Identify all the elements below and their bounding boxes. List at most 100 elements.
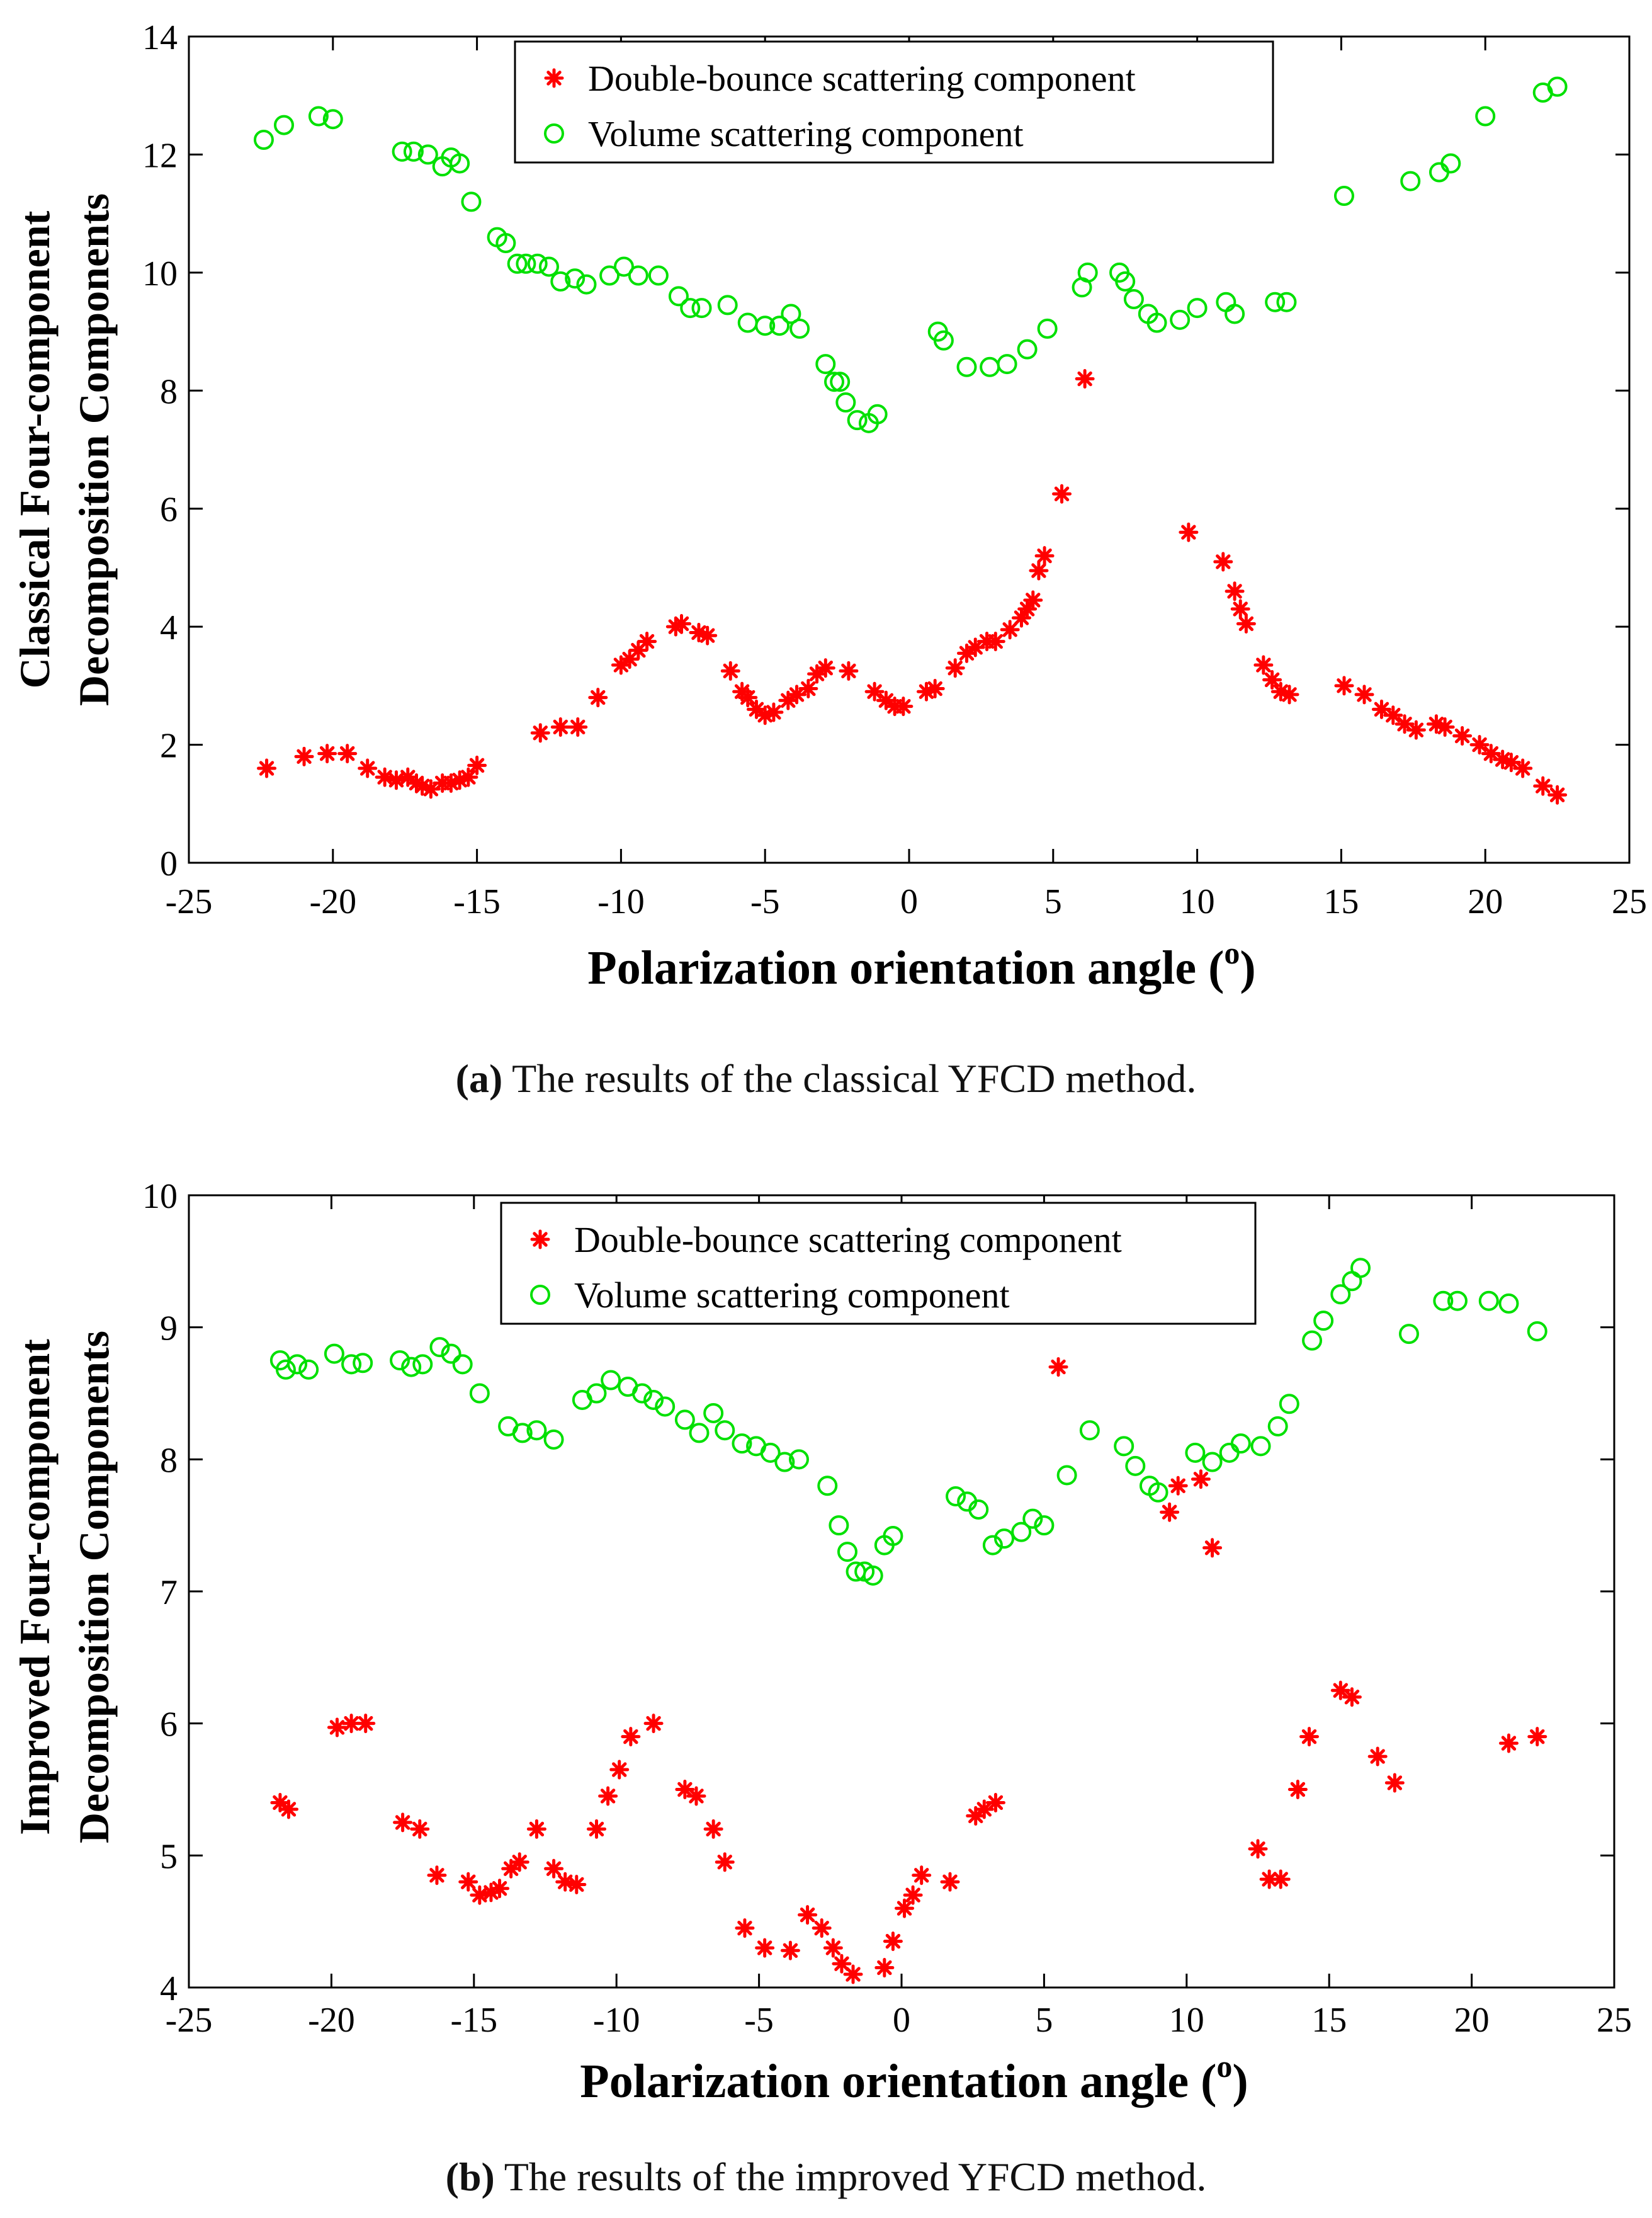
double-bounce-point bbox=[611, 655, 631, 675]
volume-point bbox=[668, 286, 689, 307]
y-axis-label-line2: Decomposition Components bbox=[70, 193, 118, 706]
double-bounce-point bbox=[509, 1852, 529, 1872]
double-bounce-point bbox=[327, 1717, 347, 1737]
double-bounce-point bbox=[393, 1812, 413, 1833]
volume-point bbox=[1079, 1420, 1100, 1441]
volume-point bbox=[760, 1442, 781, 1463]
volume-point bbox=[601, 1370, 621, 1391]
y-tick-label: 8 bbox=[160, 372, 178, 411]
legend-box bbox=[514, 40, 1274, 164]
double-bounce-point bbox=[715, 1852, 735, 1872]
double-bounce-point bbox=[1367, 1746, 1388, 1766]
volume-point bbox=[717, 295, 738, 316]
legend: Double-bounce scattering component Volume… bbox=[500, 1202, 1257, 1325]
volume-point bbox=[867, 404, 888, 424]
double-bounce-point bbox=[337, 744, 358, 764]
x-tick-label: -15 bbox=[450, 2001, 497, 2040]
double-bounce-point bbox=[1017, 599, 1038, 619]
double-bounce-point bbox=[671, 613, 691, 634]
volume-point bbox=[689, 1423, 710, 1443]
double-bounce-point bbox=[1248, 1839, 1268, 1859]
double-bounce-point bbox=[945, 658, 965, 678]
double-bounce-point bbox=[843, 1964, 863, 1984]
volume-point bbox=[1447, 1290, 1468, 1311]
volume-point bbox=[287, 1354, 308, 1375]
double-bounce-point bbox=[643, 1714, 664, 1734]
volume-point bbox=[599, 265, 620, 286]
volume-point bbox=[461, 191, 482, 212]
double-bounce-point bbox=[410, 1819, 430, 1839]
volume-point bbox=[450, 153, 470, 174]
double-bounce-point bbox=[883, 1931, 903, 1952]
volume-point bbox=[1114, 1436, 1134, 1457]
volume-point bbox=[1400, 171, 1421, 191]
x-tick-label: -10 bbox=[593, 2001, 640, 2040]
double-bounce-point bbox=[621, 1727, 641, 1747]
y-tick-label: 4 bbox=[160, 608, 178, 647]
double-bounce-point bbox=[458, 767, 478, 787]
volume-point bbox=[543, 1429, 564, 1450]
volume-point bbox=[586, 1383, 607, 1404]
x-tick-label: 5 bbox=[1035, 2001, 1053, 2040]
volume-point bbox=[1440, 153, 1461, 174]
double-bounce-point bbox=[1262, 669, 1282, 690]
volume-point bbox=[1056, 1465, 1077, 1486]
volume-point bbox=[933, 330, 954, 351]
volume-point bbox=[322, 109, 343, 130]
volume-point bbox=[1313, 1311, 1334, 1331]
volume-point bbox=[613, 256, 634, 277]
double-bounce-point bbox=[1384, 1773, 1405, 1793]
volume-point bbox=[392, 141, 412, 162]
x-axis-label-sup: o bbox=[1224, 935, 1240, 970]
double-bounce-point bbox=[1052, 484, 1072, 504]
legend-box bbox=[500, 1202, 1257, 1325]
volume-point bbox=[469, 1383, 490, 1404]
volume-point bbox=[1037, 318, 1058, 339]
double-bounce-point bbox=[555, 1872, 575, 1892]
double-bounce-point bbox=[798, 1905, 818, 1925]
series-volume bbox=[269, 1258, 1547, 1586]
double-bounce-point bbox=[703, 1819, 723, 1839]
volume-point bbox=[1250, 1436, 1271, 1457]
volume-point bbox=[691, 298, 712, 319]
double-bounce-point bbox=[940, 1872, 960, 1892]
x-tick-label: -5 bbox=[744, 2001, 774, 2040]
y-tick-label: 12 bbox=[142, 136, 178, 175]
x-tick-label: -20 bbox=[308, 2001, 355, 2040]
double-bounce-point bbox=[386, 770, 406, 790]
double-bounce-point bbox=[467, 755, 487, 775]
volume-point bbox=[1475, 106, 1496, 127]
volume-point bbox=[539, 256, 559, 277]
double-bounce-point bbox=[893, 697, 914, 717]
volume-point bbox=[631, 1383, 652, 1404]
caption-a: (a) The results of the classical YFCD me… bbox=[0, 1055, 1652, 1102]
double-bounce-point bbox=[598, 1786, 618, 1806]
volume-point bbox=[1333, 186, 1354, 207]
volume-point bbox=[847, 410, 868, 431]
volume-point bbox=[403, 141, 424, 162]
volume-point bbox=[401, 1356, 422, 1377]
double-bounce-point bbox=[1527, 1727, 1547, 1747]
x-tick-label: -20 bbox=[309, 882, 356, 921]
plot-frame bbox=[188, 1194, 1615, 1989]
x-axis-label: Polarization orientation angle (o) bbox=[587, 935, 1255, 994]
volume-point bbox=[1279, 1394, 1299, 1414]
x-axis-label-end: ) bbox=[1240, 941, 1255, 994]
double-bounce-point bbox=[1547, 785, 1568, 805]
double-bounce-point bbox=[985, 632, 1005, 652]
volume-point bbox=[412, 1354, 433, 1375]
double-bounce-point bbox=[1513, 758, 1533, 778]
x-tick-label: -10 bbox=[597, 882, 645, 921]
volume-point bbox=[982, 1535, 1003, 1555]
volume-point bbox=[390, 1350, 410, 1371]
volume-point bbox=[755, 316, 776, 336]
volume-point bbox=[715, 1420, 735, 1441]
volume-point bbox=[830, 372, 851, 392]
volume-point bbox=[526, 1420, 547, 1441]
double-bounce-point bbox=[1299, 1727, 1320, 1747]
double-bounce-point bbox=[1342, 1687, 1362, 1707]
volume-point bbox=[732, 1433, 752, 1454]
volume-point bbox=[655, 1396, 676, 1417]
double-bounce-point bbox=[1213, 552, 1233, 572]
volume-point bbox=[789, 318, 810, 339]
